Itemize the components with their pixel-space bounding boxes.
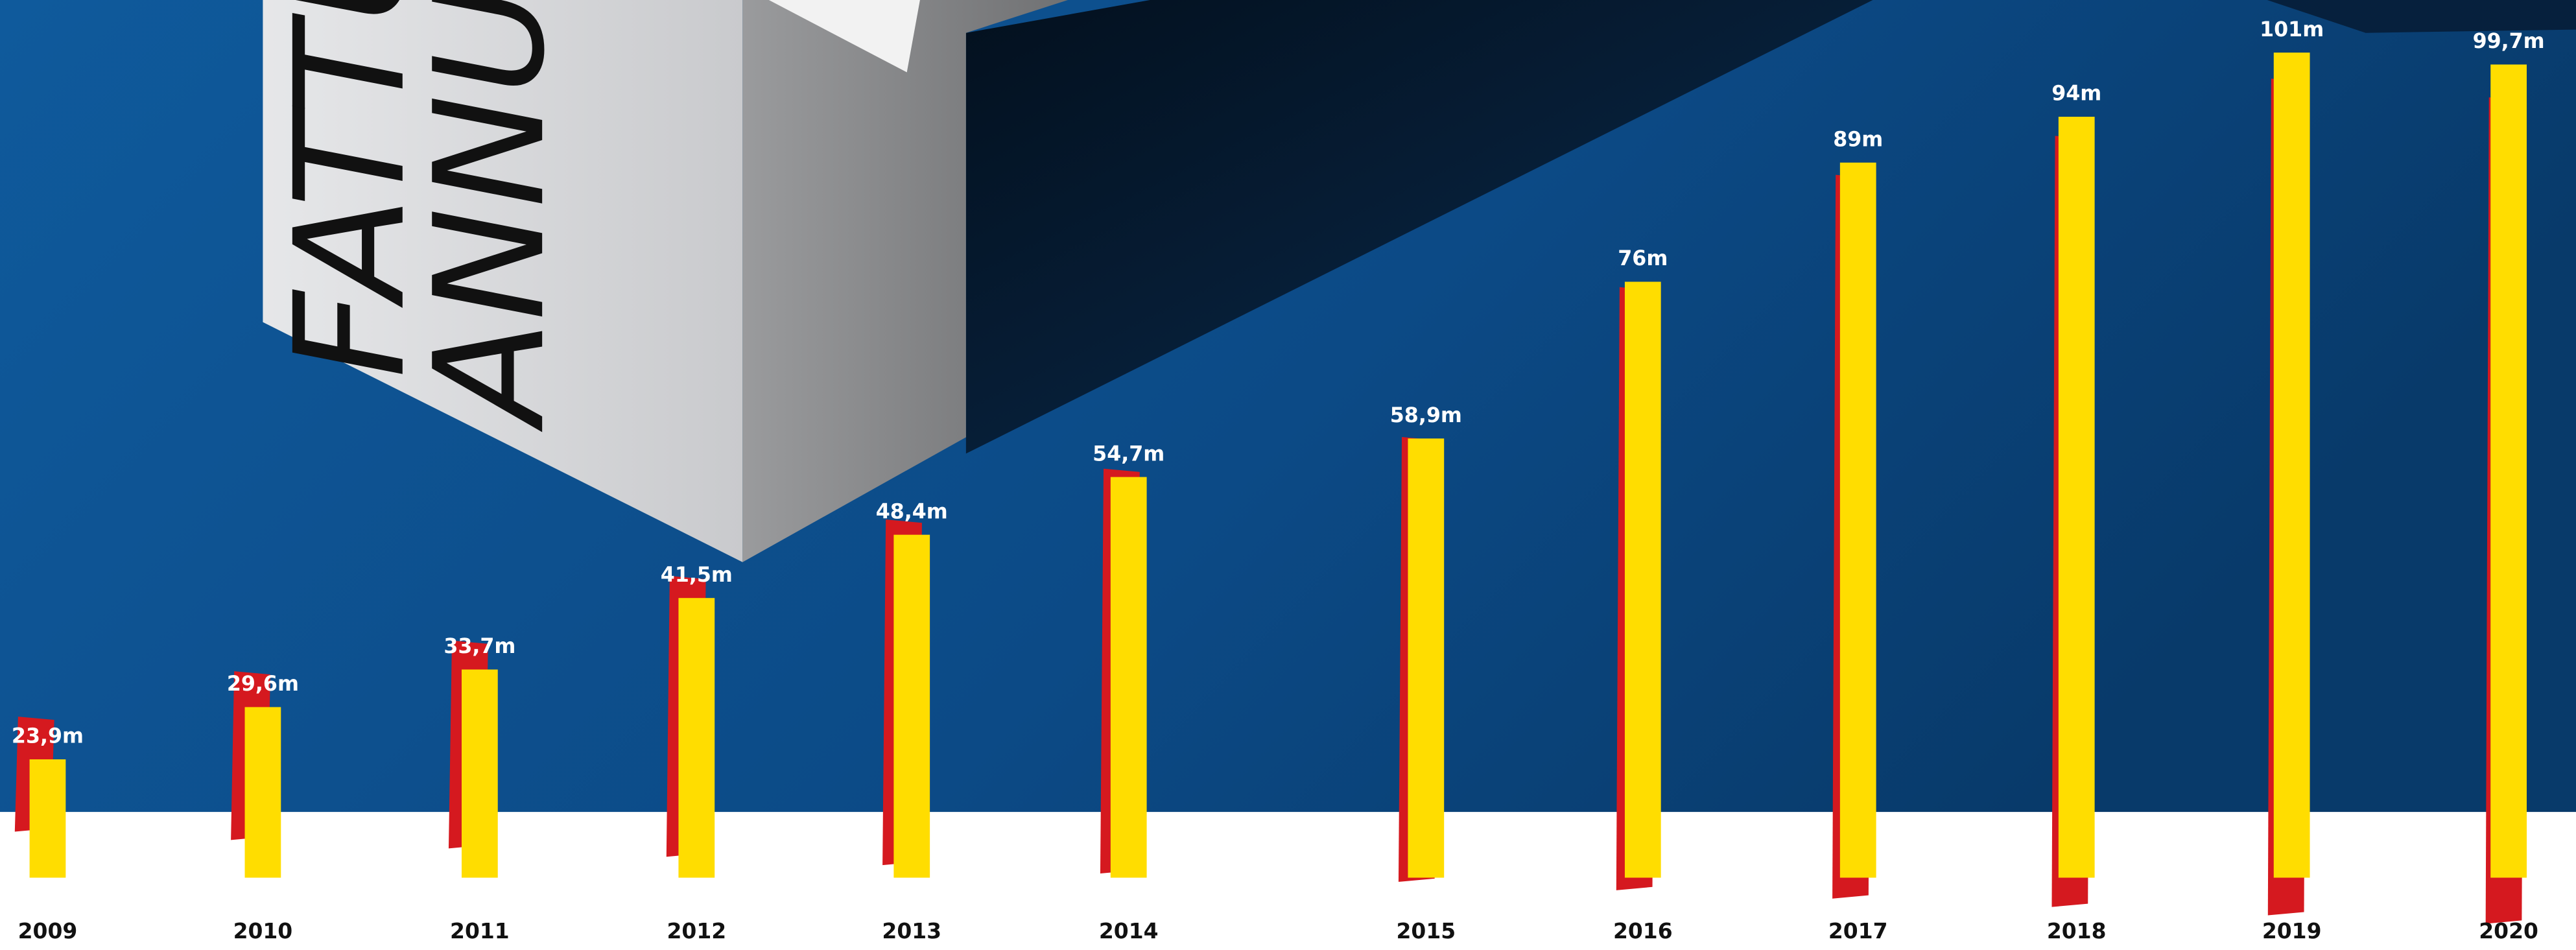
x-tick-label: 2011 (450, 918, 510, 944)
box-face (263, 0, 743, 562)
bar (2490, 64, 2527, 878)
x-tick-label: 2014 (1099, 918, 1159, 944)
bar (1624, 281, 1661, 878)
annotation: ANNU (402, 0, 578, 433)
value-label: 33,7m (443, 635, 515, 658)
shadow-shape (2267, 0, 2576, 33)
bar (461, 669, 498, 878)
value-label: 54,7m (1093, 442, 1164, 466)
value-label: 41,5m (661, 564, 733, 587)
value-label: 94m (2051, 82, 2101, 106)
bar (1110, 477, 1147, 878)
value-label: 101m (2260, 18, 2324, 42)
x-tick-label: 2010 (233, 918, 293, 944)
value-label: 76m (1618, 247, 1668, 270)
value-label: 89m (1833, 128, 1883, 151)
value-label: 23,9m (12, 725, 84, 748)
x-tick-label: 2009 (18, 918, 78, 944)
x-tick-label: 2016 (1613, 918, 1673, 944)
bar (29, 759, 66, 878)
box-fold (768, 0, 920, 73)
bar (678, 598, 715, 878)
value-label: 99,7m (2473, 30, 2545, 53)
value-label: 58,9m (1390, 404, 1462, 427)
bar (244, 707, 281, 878)
annotation: FATTU (263, 0, 438, 378)
bar (893, 534, 930, 878)
bar (1408, 438, 1445, 878)
shadow-shape (965, 0, 1873, 454)
x-tick-label: 2019 (2262, 918, 2322, 944)
x-tick-label: 2017 (1828, 918, 1888, 944)
bar (2273, 53, 2310, 878)
x-tick-label: 2018 (2047, 918, 2107, 944)
bar (2058, 117, 2095, 878)
box-side (742, 0, 1068, 562)
x-tick-label: 2015 (1397, 918, 1456, 944)
x-tick-label: 2020 (2479, 918, 2538, 944)
value-label: 48,4m (876, 500, 948, 523)
bar (1839, 162, 1876, 878)
x-tick-label: 2013 (882, 918, 941, 944)
x-tick-label: 2012 (667, 918, 727, 944)
value-label: 29,6m (227, 672, 299, 696)
